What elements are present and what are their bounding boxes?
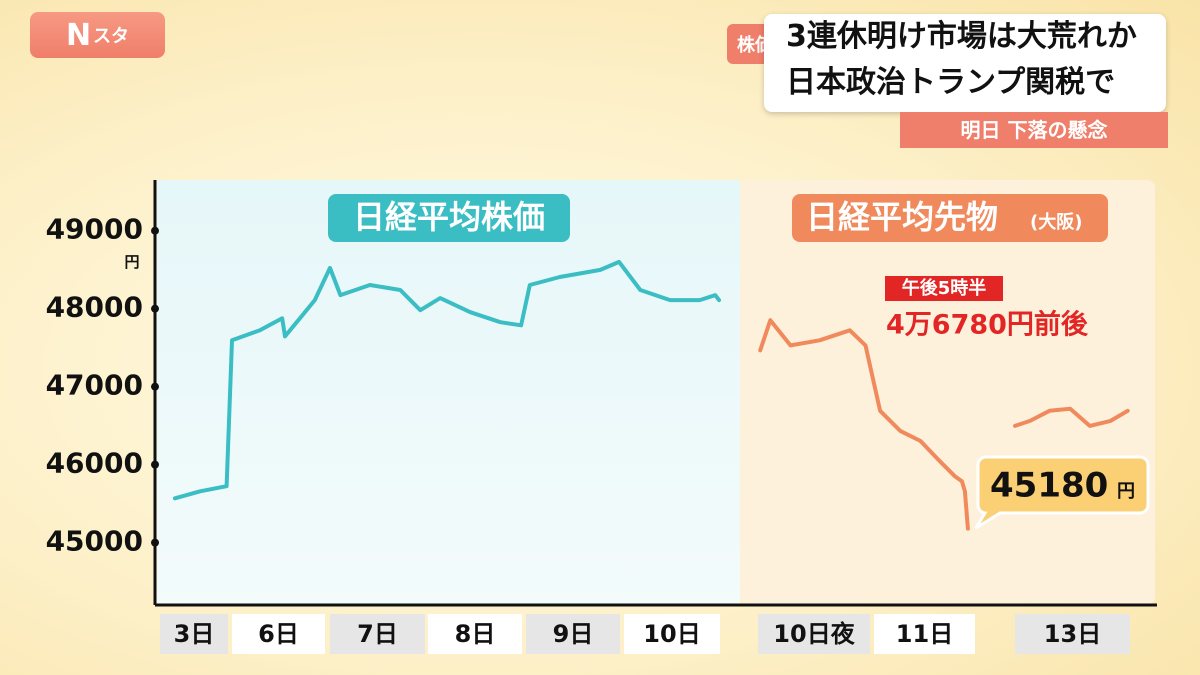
y-tick-label: 45000 [46,525,143,558]
y-tick [151,382,159,391]
series-line [173,259,721,501]
annotation-time: 午後5時半 [902,277,987,299]
y-tick-label: 46000 [46,447,143,480]
x-tick-box [1015,614,1130,654]
panel-left [157,180,740,605]
series-line [758,318,1130,531]
x-tick-box [428,614,522,654]
series-title-box [792,194,1108,242]
y-tick-label: 49000 [46,213,143,246]
x-tick-label: 3日 [174,620,215,648]
x-tick-label: 6日 [258,620,299,648]
y-tick-label: 48000 [46,291,143,324]
logo: N スタ [30,12,165,58]
panel-right [740,180,1155,605]
subheadline: 明日 下落の懸念 [900,112,1168,148]
x-tick-box [160,614,228,654]
annotation-box [885,276,1003,301]
y-tick [151,538,159,547]
annotation-last: 45180 [990,466,1108,506]
annotation-estimate: 4万6780円前後 [886,309,1089,341]
logo-sub: スタ [93,26,130,47]
x-tick-label: 10日夜 [773,620,855,648]
series-title-note: (大阪) [1030,211,1082,233]
x-tick-label: 9日 [553,620,594,648]
x-tick-box [874,614,975,654]
y-unit: 円 [124,253,139,271]
series-title: 日経平均株価 [353,198,545,236]
x-tick-label: 8日 [455,620,496,648]
x-tick-box [526,614,620,654]
series-title: 日経平均先物 [806,198,998,236]
series-title-box [328,194,570,242]
logo-main: N [65,17,92,53]
x-tick-label: 13日 [1044,620,1101,648]
headline-box: 3連休明け市場は大荒れか 日本政治トランプ関税で [764,14,1166,112]
y-tick [151,304,159,313]
x-tick-box [758,614,870,654]
x-tick-box [624,614,720,654]
x-tick-box [232,614,325,654]
headline-line: 日本政治トランプ関税で [786,65,1116,100]
x-tick-label: 10日 [643,620,700,648]
y-tick [151,226,159,235]
x-tick-label: 7日 [357,620,398,648]
y-tick [151,460,159,469]
callout-box [974,455,1150,530]
annotation-last-unit: 円 [1117,481,1135,502]
headline-line: 3連休明け市場は大荒れか [786,19,1137,54]
y-tick-label: 47000 [46,369,143,402]
x-tick-box [330,614,425,654]
x-tick-label: 11日 [896,620,953,648]
